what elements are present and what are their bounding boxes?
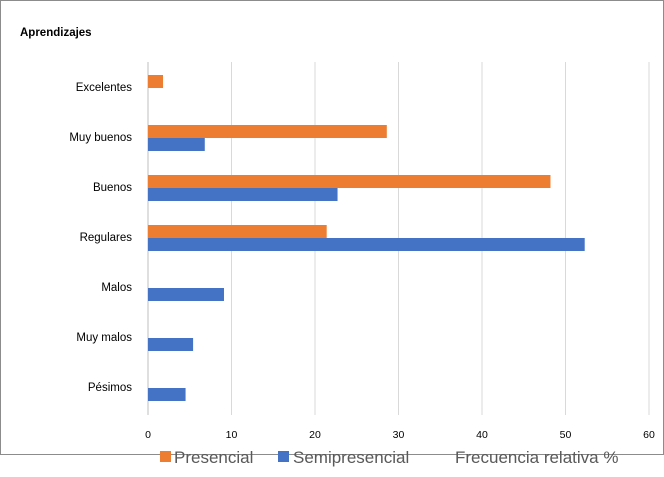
- category-labels: Excelentes Muy buenos Buenos Regulares Malos…: [69, 82, 132, 394]
- x-tick-label-40: 40: [476, 429, 488, 441]
- x-tick-labels: 0 10 20 30 40 50 60: [145, 429, 655, 441]
- category-label-malos: Malos: [101, 282, 132, 294]
- bar-presencial-excelentes: [148, 75, 164, 88]
- x-tick-label-30: 30: [393, 429, 405, 441]
- category-label-excelentes: Excelentes: [76, 82, 133, 94]
- bar-semipresencial-muy-buenos: [148, 138, 205, 151]
- legend-label-presencial: Presencial: [174, 448, 253, 467]
- bar-semipresencial-regulares: [148, 238, 585, 251]
- bar-semipresencial-buenos: [148, 188, 338, 201]
- legend-swatch-presencial: [160, 451, 171, 462]
- chart-frame: [0, 0, 664, 455]
- bars: [148, 75, 585, 401]
- legend: Presencial Semipresencial: [160, 448, 409, 467]
- x-tick-label-50: 50: [560, 429, 572, 441]
- legend-label-semipresencial: Semipresencial: [293, 448, 409, 467]
- legend-swatch-semipresencial: [278, 451, 289, 462]
- category-label-regulares: Regulares: [80, 232, 133, 244]
- bar-semipresencial-malos: [148, 288, 224, 301]
- x-tick-label-20: 20: [309, 429, 321, 441]
- x-tick-label-10: 10: [226, 429, 238, 441]
- bar-presencial-buenos: [148, 175, 551, 188]
- x-axis-label: Frecuencia relativa %: [455, 448, 618, 467]
- category-label-buenos: Buenos: [93, 182, 132, 194]
- category-label-pesimos: Pésimos: [88, 382, 132, 394]
- chart-title: Aprendizajes: [20, 27, 92, 39]
- category-label-muy-malos: Muy malos: [76, 332, 132, 344]
- x-tick-label-60: 60: [643, 429, 655, 441]
- bar-semipresencial-muy-malos: [148, 338, 194, 351]
- bar-semipresencial-pesimos: [148, 388, 186, 401]
- x-tick-label-0: 0: [145, 429, 151, 441]
- bar-presencial-muy-buenos: [148, 125, 387, 138]
- bar-presencial-regulares: [148, 225, 327, 238]
- category-label-muy-buenos: Muy buenos: [69, 132, 132, 144]
